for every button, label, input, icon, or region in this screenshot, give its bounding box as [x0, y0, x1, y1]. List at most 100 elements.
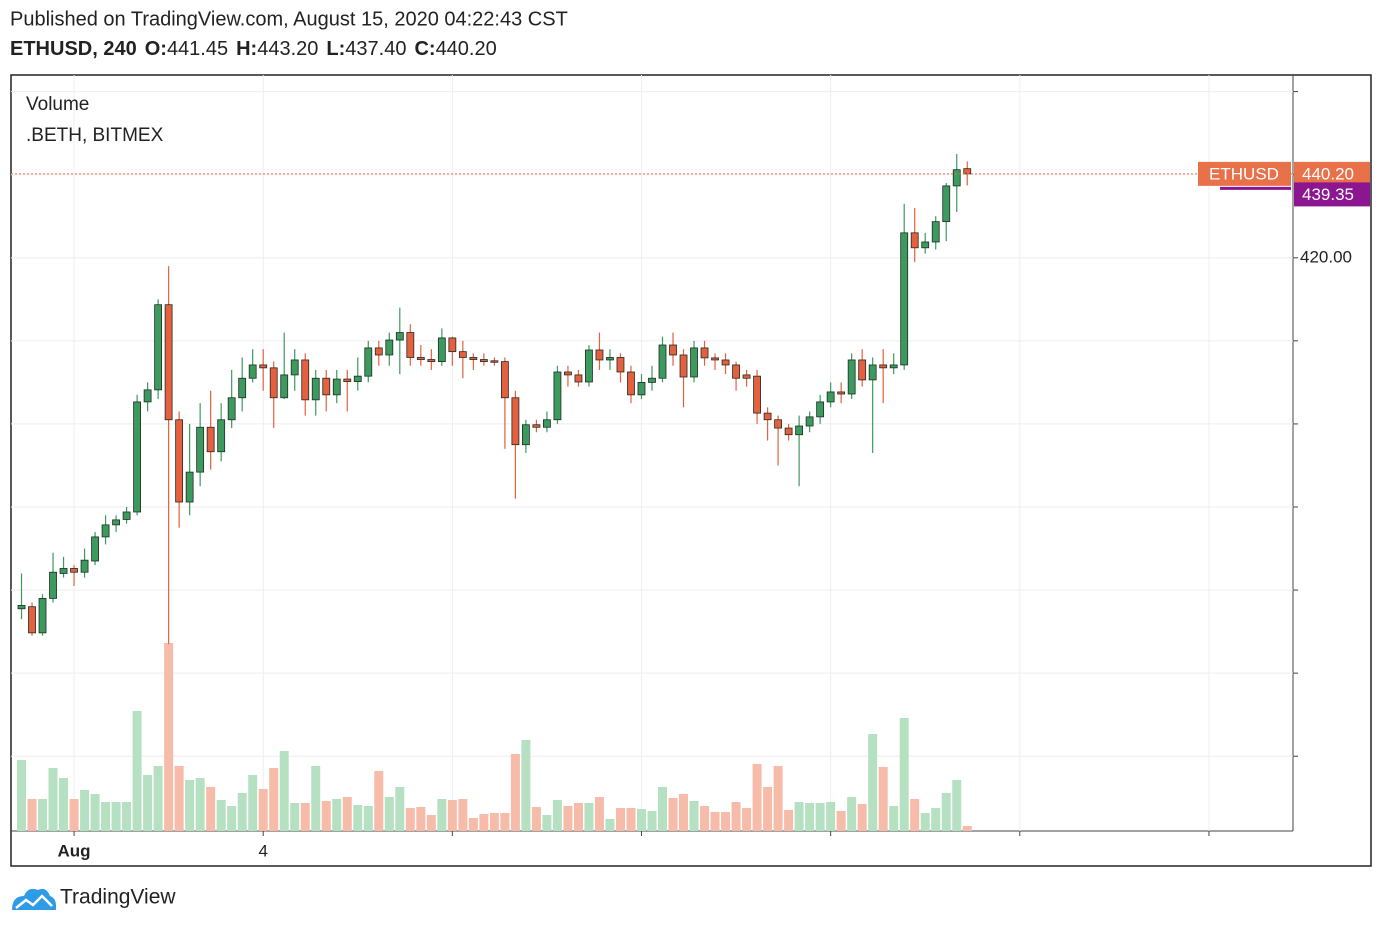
candle-body [585, 349, 593, 383]
volume-bar [868, 734, 878, 831]
candle-body [259, 364, 268, 369]
symbol-tag-bg [1198, 161, 1291, 186]
volume-bar [279, 751, 289, 831]
volume-bar [594, 797, 604, 831]
candle-body [910, 232, 919, 249]
volume-bar [794, 802, 804, 831]
volume-bar [542, 815, 552, 831]
candle-body [763, 412, 772, 421]
volume-bar [153, 766, 163, 831]
volume-bar [374, 771, 384, 831]
candle-body [227, 397, 236, 421]
volume-bar [605, 819, 615, 831]
volume-bar [763, 787, 773, 831]
candle-body [353, 375, 362, 382]
candle-body [458, 351, 467, 358]
candle-body [742, 374, 751, 379]
candle-body [133, 401, 141, 513]
candle-body [826, 391, 835, 403]
price-tag: 440.20 [1302, 164, 1354, 183]
volume-bar [615, 808, 625, 831]
candle-body [374, 347, 383, 356]
grid [11, 75, 1293, 831]
candle-body [837, 391, 846, 395]
candle-body [301, 359, 310, 401]
candle-body [101, 524, 110, 538]
candle-body [175, 419, 184, 503]
volume-bar [216, 800, 226, 831]
legend-item: L: [326, 38, 345, 60]
candle-body [143, 389, 152, 403]
candle-body [511, 397, 520, 446]
volume-bar [489, 813, 499, 831]
volume-bar [111, 802, 121, 831]
volume-bar [269, 768, 279, 831]
candle-body [595, 349, 604, 361]
volume-bar [17, 760, 27, 831]
legend-item: 441.45 [167, 38, 228, 60]
brand-name: TradingView [60, 886, 176, 909]
symbol-legend: ETHUSD, 240 O:441.45 H:443.20 L:437.40 C:440… [10, 38, 497, 60]
volume-bar [27, 799, 37, 831]
y-tick-label: 420.00 [1300, 247, 1352, 266]
candle-body [868, 364, 877, 381]
candle-body [648, 377, 656, 383]
volume-bar [384, 797, 394, 831]
candle-body [606, 357, 614, 361]
published-line: Published on TradingView.com, August 15,… [10, 8, 568, 30]
volume-bar [468, 818, 478, 831]
candle-body [395, 332, 404, 341]
symbol-tag: ETHUSD [1209, 164, 1279, 183]
candle-body [448, 337, 457, 353]
volume-bar [59, 778, 69, 831]
volume-bar [290, 803, 300, 831]
volume-bar [300, 803, 310, 831]
volume-bar [899, 718, 909, 831]
candle-body [70, 568, 78, 573]
candle-body [38, 597, 47, 634]
candle-body [816, 401, 825, 418]
candle-body [280, 374, 289, 399]
volume-bar [237, 793, 247, 831]
candle-body [637, 381, 646, 396]
candle-body [879, 364, 888, 369]
volume-bar [721, 812, 731, 831]
logo-line [15, 894, 53, 909]
candle-body [112, 519, 120, 526]
legend-item: C: [414, 38, 435, 60]
volume-bar [185, 780, 195, 831]
candle-body [206, 426, 215, 453]
candle-body [217, 419, 226, 453]
volume-bar [742, 808, 752, 831]
volume-bar [700, 806, 710, 831]
x-tick-label: Aug [58, 841, 91, 860]
volume-bar [206, 787, 216, 831]
legend-item: H: [236, 38, 257, 60]
candle-body [343, 378, 352, 382]
volume-bar [784, 810, 794, 831]
volume-bar [500, 813, 510, 831]
volume-bar [122, 802, 132, 831]
volume-bar [174, 766, 184, 831]
price-tag-bg [1294, 161, 1370, 186]
volume-bar [426, 815, 436, 831]
volume-bar [878, 767, 888, 831]
candle-body [269, 367, 278, 399]
candle-body [385, 339, 394, 356]
candle-body [858, 359, 867, 381]
volume-bar [416, 807, 426, 831]
candle-layer [17, 153, 972, 645]
volume-bar [48, 768, 58, 831]
candle-body [332, 378, 341, 396]
volume-bar [521, 740, 531, 831]
volume-bar [531, 807, 541, 831]
pane-label: .BETH, BITMEX [26, 125, 164, 146]
legend-item: O: [145, 38, 167, 60]
x-tick-label: 4 [258, 841, 267, 860]
volume-bar [227, 806, 237, 831]
candle-body [80, 559, 89, 573]
candle-body [574, 374, 583, 383]
candle-body [469, 357, 478, 360]
candle-body [805, 416, 814, 427]
